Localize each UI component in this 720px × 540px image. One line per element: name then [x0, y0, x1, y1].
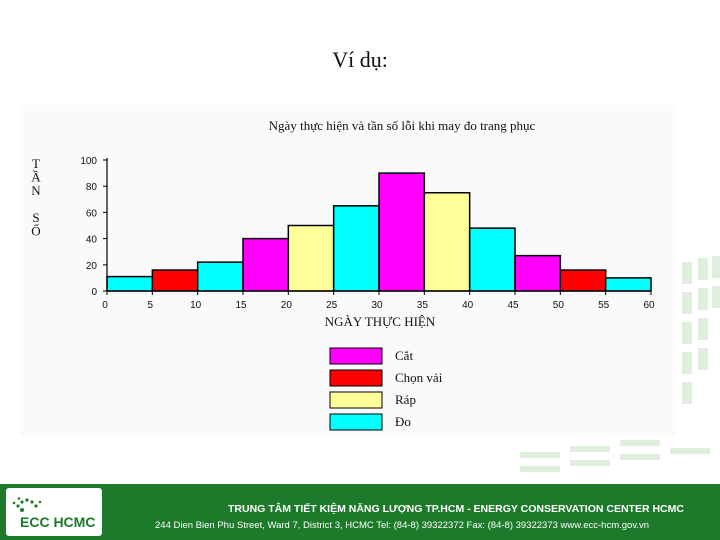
y-tick-label: 60	[86, 208, 98, 219]
legend-swatch	[329, 347, 383, 365]
y-axis-label-letter: T	[32, 156, 40, 171]
x-tick-label: 5	[148, 300, 154, 311]
plot-area: 0 20 40 60 80 100 0 5 10 15 20 25 30 35 40 45 50 55 60	[80, 156, 655, 311]
x-tick-label: 50	[553, 300, 565, 311]
bar-5-10	[151, 269, 199, 292]
x-tick-label: 55	[598, 300, 610, 311]
x-tick-label: 20	[281, 300, 293, 311]
x-tick-label: 30	[371, 300, 383, 311]
x-tick-label: 45	[507, 300, 519, 311]
y-axis-label-letter: Ầ	[31, 170, 41, 185]
x-tick-label: 0	[102, 300, 108, 311]
slide-title: Ví dụ:	[332, 47, 388, 72]
bar-30-35	[378, 172, 426, 292]
x-tick-label: 10	[190, 300, 202, 311]
x-tick-label: 35	[417, 300, 429, 311]
y-axis-label-letter: Ố	[31, 224, 40, 239]
bar-10-15	[196, 261, 244, 292]
x-tick-label: 15	[235, 300, 247, 311]
bar-45-50	[514, 254, 562, 292]
sun-rays-icon	[12, 497, 42, 512]
footer-bar: TRUNG TÂM TIẾT KIỆM NĂNG LƯỢNG TP.HCM - …	[0, 484, 720, 540]
x-tick-label: 25	[326, 300, 338, 311]
legend-label: Đo	[395, 414, 411, 429]
y-tick-label: 80	[86, 182, 98, 193]
y-tick-label: 40	[86, 235, 98, 246]
bar-25-30	[332, 205, 380, 292]
legend-label: Chọn vải	[395, 370, 443, 385]
bar-20-25	[287, 224, 335, 292]
bar-40-45	[468, 227, 516, 292]
x-axis-label: NGÀY THỰC HIỆN	[325, 314, 436, 329]
y-tick-label: 0	[91, 287, 97, 298]
bar-15-20	[242, 237, 290, 292]
bar-0-5	[106, 275, 154, 292]
bar-50-55	[559, 269, 607, 292]
footer-contact: 244 Dien Bien Phu Street, Ward 7, Distri…	[155, 520, 650, 531]
footer-org-name: TRUNG TÂM TIẾT KIỆM NĂNG LƯỢNG TP.HCM - …	[228, 503, 684, 515]
legend: Cắt Chọn vải Ráp Đo	[329, 347, 443, 431]
y-tick-label: 100	[80, 156, 97, 167]
ecc-logo: ECC HCMC	[6, 488, 102, 536]
logo-text: ECC HCMC	[20, 514, 96, 530]
y-tick-label: 20	[86, 261, 98, 272]
x-tick-label: 60	[643, 300, 655, 311]
y-axis-label-letter: S	[32, 210, 39, 225]
bar-55-60	[604, 277, 652, 292]
legend-swatch	[329, 369, 383, 387]
x-tick-label: 40	[462, 300, 474, 311]
legend-swatch	[329, 413, 383, 431]
y-axis-label-letter: N	[31, 183, 41, 198]
legend-label: Cắt	[395, 348, 413, 363]
legend-label: Ráp	[395, 392, 416, 407]
chart-title: Ngày thực hiện và tần số lỗi khi may đo …	[269, 118, 536, 133]
legend-swatch	[329, 391, 383, 409]
bar-35-40	[423, 192, 471, 292]
